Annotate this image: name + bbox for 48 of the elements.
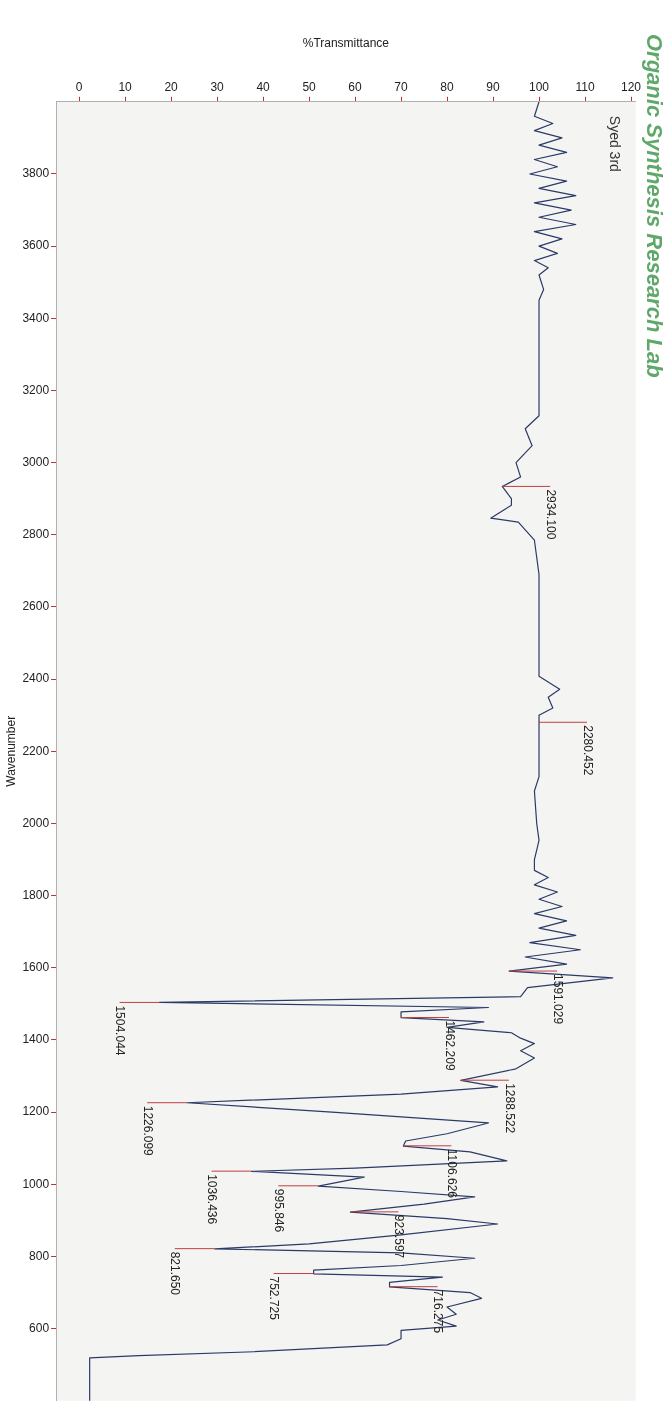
y-tick-label: 3600 (22, 238, 50, 253)
annotation: 2934.100 (543, 489, 558, 540)
x-tick-label: 30 (210, 79, 225, 94)
annotation: 1462.209 (442, 1020, 457, 1071)
x-tick-label: 20 (164, 79, 179, 94)
x-tick-label: 50 (302, 79, 317, 94)
y-axis-title: Wavenumber (3, 715, 18, 787)
x-tick-label: 0 (75, 79, 83, 94)
x-tick-label: 80 (440, 79, 455, 94)
y-tick-label: 2200 (22, 743, 50, 758)
annotation: 716.275 (431, 1289, 446, 1334)
annotation: 2280.452 (580, 725, 595, 776)
y-tick-label: 2400 (22, 671, 50, 686)
annotation: Syed 3rd (606, 115, 623, 172)
annotation: 1226.099 (140, 1105, 155, 1157)
annotation: 821.650 (168, 1251, 183, 1296)
x-tick-label: 100 (529, 79, 550, 94)
x-tick-label: 40 (256, 79, 271, 94)
text: Organic Synthesis Research Lab (641, 34, 667, 378)
annotation: 1036.436 (205, 1174, 220, 1225)
x-tick-label: 60 (348, 79, 363, 94)
annotation: 1106.626 (445, 1148, 460, 1199)
annotation: 1288.522 (502, 1083, 517, 1134)
annotation: 995.846 (271, 1188, 286, 1233)
x-axis-title: %Transmittance (302, 35, 390, 50)
y-tick-label: 1800 (22, 887, 50, 902)
y-tick-label: 1600 (22, 960, 50, 975)
annotation: 923.597 (392, 1214, 407, 1259)
y-tick-label: 3400 (22, 310, 50, 325)
y-tick-label: 1200 (22, 1104, 50, 1119)
y-tick-label: 2000 (22, 815, 50, 830)
annotation: 1504.044 (113, 1005, 128, 1056)
x-tick-label: 70 (394, 79, 409, 94)
annotation: 752.725 (267, 1276, 282, 1321)
y-tick-label: 600 (29, 1320, 50, 1335)
x-tick-label: 10 (118, 79, 133, 94)
y-tick-label: 3200 (22, 382, 50, 397)
y-tick-label: 800 (29, 1248, 50, 1263)
y-tick-label: 3000 (22, 454, 50, 469)
x-tick-label: 120 (620, 79, 642, 94)
x-tick-label: 110 (575, 79, 595, 94)
y-tick-label: 2800 (22, 527, 50, 542)
y-tick-label: 3800 (22, 166, 50, 181)
y-tick-label: 2600 (22, 599, 50, 614)
x-tick-label: 90 (486, 79, 501, 94)
y-tick-label: 1400 (22, 1032, 50, 1047)
y-tick-label: 1000 (22, 1176, 50, 1191)
annotation: 1591.029 (550, 974, 565, 1025)
